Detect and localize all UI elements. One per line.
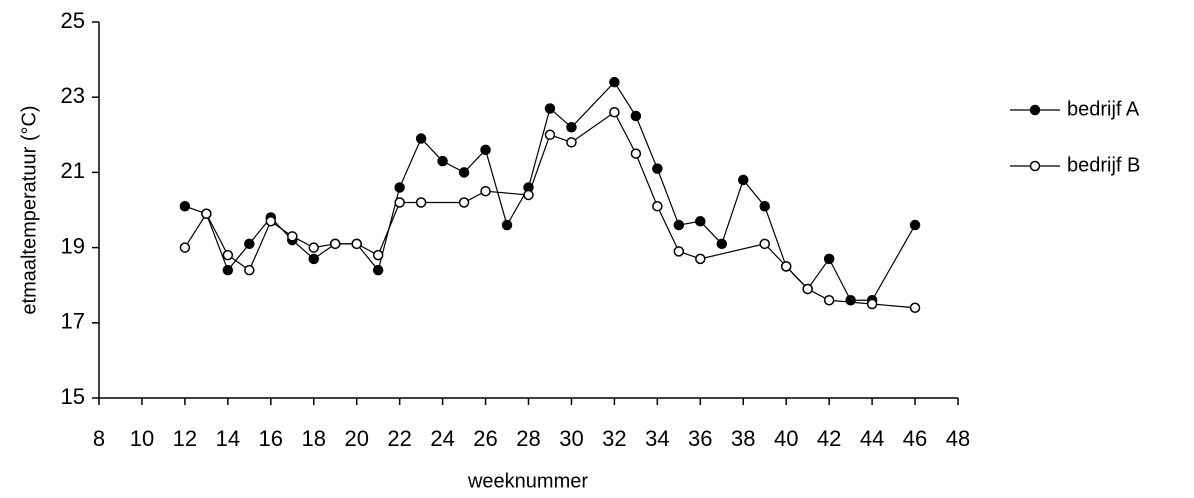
data-point xyxy=(544,129,556,141)
legend-label: bedrijf A xyxy=(1067,98,1140,120)
data-point xyxy=(480,144,491,156)
x-tick-label: 36 xyxy=(688,426,712,451)
data-point xyxy=(415,197,427,208)
x-tick-label: 30 xyxy=(559,426,583,451)
data-point xyxy=(630,110,642,122)
data-point xyxy=(394,182,405,193)
x-tick-label: 22 xyxy=(387,426,411,451)
x-tick-label: 28 xyxy=(516,426,540,451)
data-point xyxy=(673,219,685,231)
data-point xyxy=(738,174,749,186)
x-tick-label: 44 xyxy=(860,426,884,451)
x-tick-label: 46 xyxy=(903,426,927,451)
x-axis-label: weeknummer xyxy=(467,470,588,492)
data-point xyxy=(415,133,427,144)
data-point xyxy=(716,238,728,250)
x-tick-label: 48 xyxy=(946,426,970,451)
data-point xyxy=(265,216,277,227)
data-point xyxy=(501,219,513,231)
data-point xyxy=(394,197,405,208)
legend-marker xyxy=(1029,104,1041,116)
data-point xyxy=(351,238,362,250)
data-point xyxy=(287,231,298,242)
data-point xyxy=(909,302,921,314)
y-tick-label: 21 xyxy=(61,158,85,183)
data-point xyxy=(759,238,770,250)
data-point xyxy=(866,298,878,310)
data-point xyxy=(480,185,491,197)
data-point xyxy=(823,294,835,306)
data-point xyxy=(308,242,319,253)
data-point xyxy=(630,148,642,159)
series-line xyxy=(184,111,916,309)
data-point xyxy=(179,200,191,212)
x-tick-label: 8 xyxy=(93,426,105,451)
data-point xyxy=(652,163,663,174)
y-tick-label: 25 xyxy=(61,8,85,33)
data-point xyxy=(759,200,770,212)
x-tick-label: 32 xyxy=(602,426,626,451)
data-point xyxy=(372,249,384,261)
data-point xyxy=(802,283,813,295)
data-point xyxy=(437,155,448,167)
x-tick-label: 14 xyxy=(216,426,240,451)
data-point xyxy=(372,264,384,276)
y-axis-label: etmaaltemperatuur (°C) xyxy=(18,105,40,314)
y-tick-label: 17 xyxy=(61,309,85,334)
x-tick-label: 16 xyxy=(259,426,283,451)
x-tick-label: 38 xyxy=(731,426,755,451)
data-point xyxy=(308,253,319,265)
data-point xyxy=(845,294,856,306)
data-point xyxy=(222,264,234,276)
x-tick-label: 24 xyxy=(430,426,454,451)
x-tick-label: 42 xyxy=(817,426,841,451)
x-tick-label: 40 xyxy=(774,426,798,451)
series-line xyxy=(184,81,916,301)
y-tick-label: 19 xyxy=(61,233,85,258)
data-point xyxy=(609,106,620,118)
data-point xyxy=(523,189,534,201)
data-point xyxy=(222,249,234,261)
data-point xyxy=(780,261,792,272)
data-point xyxy=(695,216,706,227)
x-tick-label: 34 xyxy=(645,426,669,451)
data-point xyxy=(566,122,577,133)
x-tick-label: 26 xyxy=(473,426,497,451)
data-point xyxy=(244,238,255,250)
x-tick-label: 12 xyxy=(173,426,197,451)
x-tick-label: 10 xyxy=(130,426,154,451)
x-tick-label: 20 xyxy=(344,426,368,451)
data-point xyxy=(179,242,191,253)
data-point xyxy=(458,197,470,208)
data-point xyxy=(695,253,706,265)
data-point xyxy=(673,246,685,257)
legend-label: bedrijf B xyxy=(1067,154,1140,176)
data-point xyxy=(823,253,835,265)
data-point xyxy=(458,167,470,178)
x-tick-label: 18 xyxy=(302,426,326,451)
data-point xyxy=(544,103,556,114)
data-point xyxy=(201,208,212,220)
legend-marker xyxy=(1029,160,1041,172)
y-tick-label: 23 xyxy=(61,83,85,108)
data-point xyxy=(609,76,620,88)
y-tick-label: 15 xyxy=(61,384,85,409)
data-point xyxy=(329,238,341,250)
data-point xyxy=(652,200,663,212)
data-point xyxy=(909,219,921,231)
data-point xyxy=(566,137,577,148)
data-point xyxy=(244,264,255,276)
